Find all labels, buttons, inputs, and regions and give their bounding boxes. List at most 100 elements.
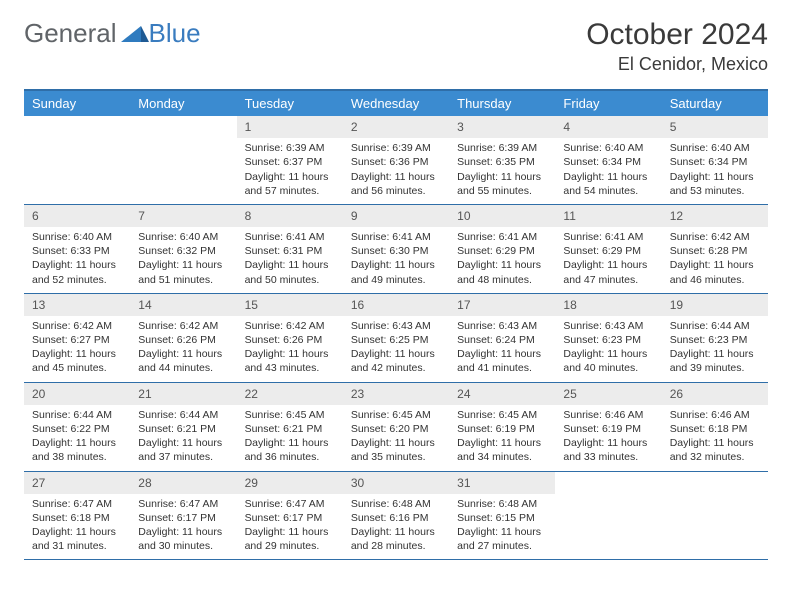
- daylight-line: Daylight: 11 hours and 56 minutes.: [351, 170, 441, 198]
- day-body: Sunrise: 6:48 AMSunset: 6:16 PMDaylight:…: [343, 494, 449, 560]
- day-number: 31: [449, 472, 555, 494]
- calendar-cell: 15Sunrise: 6:42 AMSunset: 6:26 PMDayligh…: [237, 294, 343, 382]
- calendar-cell: 24 Sunrise: 6:45 AMSunset: 6:19 PMDayligh…: [449, 383, 555, 471]
- day-body: Sunrise: 6:39 AMSunset: 6:35 PMDaylight:…: [449, 138, 555, 204]
- daylight-line: Daylight: 11 hours and 31 minutes.: [32, 525, 122, 553]
- sunset-line: Sunset: 6:19 PM: [457, 422, 547, 436]
- calendar-cell: 29Sunrise: 6:47 AMSunset: 6:17 PMDayligh…: [237, 472, 343, 560]
- sunrise-line: Sunrise: 6:48 AM: [351, 497, 441, 511]
- calendar-cell: 27Sunrise: 6:47 AMSunset: 6:18 PMDayligh…: [24, 472, 130, 560]
- sunset-line: Sunset: 6:20 PM: [351, 422, 441, 436]
- calendar-cell: 4 Sunrise: 6:40 AMSunset: 6:34 PMDaylight…: [555, 116, 661, 204]
- daylight-line: Daylight: 11 hours and 34 minutes.: [457, 436, 547, 464]
- daylight-line: Daylight: 11 hours and 37 minutes.: [138, 436, 228, 464]
- day-number: 16: [343, 294, 449, 316]
- sunrise-line: Sunrise: 6:39 AM: [457, 141, 547, 155]
- day-number: 13: [24, 294, 130, 316]
- day-number: 28: [130, 472, 236, 494]
- day-number-blank: [24, 116, 130, 138]
- sunrise-line: Sunrise: 6:41 AM: [351, 230, 441, 244]
- daylight-line: Daylight: 11 hours and 38 minutes.: [32, 436, 122, 464]
- sunrise-line: Sunrise: 6:42 AM: [138, 319, 228, 333]
- sunset-line: Sunset: 6:18 PM: [670, 422, 760, 436]
- daylight-line: Daylight: 11 hours and 33 minutes.: [563, 436, 653, 464]
- sunset-line: Sunset: 6:30 PM: [351, 244, 441, 258]
- day-body: Sunrise: 6:42 AMSunset: 6:27 PMDaylight:…: [24, 316, 130, 382]
- day-number: 22: [237, 383, 343, 405]
- sunrise-line: Sunrise: 6:47 AM: [138, 497, 228, 511]
- calendar-week: 6Sunrise: 6:40 AMSunset: 6:33 PMDaylight…: [24, 205, 768, 294]
- calendar-cell: [130, 116, 236, 204]
- calendar-cell: 13Sunrise: 6:42 AMSunset: 6:27 PMDayligh…: [24, 294, 130, 382]
- sunset-line: Sunset: 6:23 PM: [563, 333, 653, 347]
- day-body: Sunrise: 6:42 AMSunset: 6:26 PMDaylight:…: [130, 316, 236, 382]
- day-number: 4: [555, 116, 661, 138]
- dow-label: Monday: [130, 91, 236, 116]
- calendar: SundayMondayTuesdayWednesdayThursdayFrid…: [24, 89, 768, 560]
- sunset-line: Sunset: 6:21 PM: [138, 422, 228, 436]
- day-body: Sunrise: 6:40 AMSunset: 6:32 PMDaylight:…: [130, 227, 236, 293]
- sunrise-line: Sunrise: 6:41 AM: [563, 230, 653, 244]
- calendar-cell: 25Sunrise: 6:46 AMSunset: 6:19 PMDayligh…: [555, 383, 661, 471]
- sunrise-line: Sunrise: 6:47 AM: [245, 497, 335, 511]
- sunrise-line: Sunrise: 6:45 AM: [245, 408, 335, 422]
- daylight-line: Daylight: 11 hours and 53 minutes.: [670, 170, 760, 198]
- sunset-line: Sunset: 6:29 PM: [457, 244, 547, 258]
- day-body: Sunrise: 6:47 AMSunset: 6:18 PMDaylight:…: [24, 494, 130, 560]
- calendar-week: 13Sunrise: 6:42 AMSunset: 6:27 PMDayligh…: [24, 294, 768, 383]
- daylight-line: Daylight: 11 hours and 55 minutes.: [457, 170, 547, 198]
- sunrise-line: Sunrise: 6:48 AM: [457, 497, 547, 511]
- calendar-cell: 11Sunrise: 6:41 AMSunset: 6:29 PMDayligh…: [555, 205, 661, 293]
- day-body: Sunrise: 6:47 AMSunset: 6:17 PMDaylight:…: [237, 494, 343, 560]
- calendar-cell: 12Sunrise: 6:42 AMSunset: 6:28 PMDayligh…: [662, 205, 768, 293]
- day-body: Sunrise: 6:48 AMSunset: 6:15 PMDaylight:…: [449, 494, 555, 560]
- sunset-line: Sunset: 6:24 PM: [457, 333, 547, 347]
- day-number: 21: [130, 383, 236, 405]
- day-body: Sunrise: 6:44 AMSunset: 6:23 PMDaylight:…: [662, 316, 768, 382]
- title-block: October 2024 El Cenidor, Mexico: [586, 18, 768, 75]
- daylight-line: Daylight: 11 hours and 57 minutes.: [245, 170, 335, 198]
- day-body-blank: [555, 494, 661, 550]
- daylight-line: Daylight: 11 hours and 50 minutes.: [245, 258, 335, 286]
- sunrise-line: Sunrise: 6:40 AM: [563, 141, 653, 155]
- calendar-cell: 8Sunrise: 6:41 AMSunset: 6:31 PMDaylight…: [237, 205, 343, 293]
- day-number-blank: [130, 116, 236, 138]
- sunset-line: Sunset: 6:34 PM: [563, 155, 653, 169]
- calendar-cell: [662, 472, 768, 560]
- day-body: Sunrise: 6:42 AMSunset: 6:26 PMDaylight:…: [237, 316, 343, 382]
- calendar-cell: 7Sunrise: 6:40 AMSunset: 6:32 PMDaylight…: [130, 205, 236, 293]
- calendar-cell: 18Sunrise: 6:43 AMSunset: 6:23 PMDayligh…: [555, 294, 661, 382]
- day-number: 11: [555, 205, 661, 227]
- daylight-line: Daylight: 11 hours and 44 minutes.: [138, 347, 228, 375]
- day-body: Sunrise: 6:45 AMSunset: 6:21 PMDaylight:…: [237, 405, 343, 471]
- day-of-week-header: SundayMondayTuesdayWednesdayThursdayFrid…: [24, 91, 768, 116]
- location-subtitle: El Cenidor, Mexico: [586, 54, 768, 75]
- sunset-line: Sunset: 6:28 PM: [670, 244, 760, 258]
- sunrise-line: Sunrise: 6:41 AM: [245, 230, 335, 244]
- calendar-cell: [24, 116, 130, 204]
- sunset-line: Sunset: 6:19 PM: [563, 422, 653, 436]
- sunrise-line: Sunrise: 6:43 AM: [351, 319, 441, 333]
- brand-word2: Blue: [149, 18, 201, 49]
- calendar-cell: 31Sunrise: 6:48 AMSunset: 6:15 PMDayligh…: [449, 472, 555, 560]
- sunset-line: Sunset: 6:36 PM: [351, 155, 441, 169]
- day-number: 24: [449, 383, 555, 405]
- brand-word1: General: [24, 18, 117, 49]
- sunrise-line: Sunrise: 6:40 AM: [32, 230, 122, 244]
- calendar-cell: 14Sunrise: 6:42 AMSunset: 6:26 PMDayligh…: [130, 294, 236, 382]
- calendar-cell: 10Sunrise: 6:41 AMSunset: 6:29 PMDayligh…: [449, 205, 555, 293]
- day-body: Sunrise: 6:40 AMSunset: 6:34 PMDaylight:…: [662, 138, 768, 204]
- day-number: 26: [662, 383, 768, 405]
- daylight-line: Daylight: 11 hours and 40 minutes.: [563, 347, 653, 375]
- sunset-line: Sunset: 6:23 PM: [670, 333, 760, 347]
- calendar-cell: 2Sunrise: 6:39 AMSunset: 6:36 PMDaylight…: [343, 116, 449, 204]
- sunrise-line: Sunrise: 6:45 AM: [457, 408, 547, 422]
- sunset-line: Sunset: 6:17 PM: [138, 511, 228, 525]
- calendar-cell: 16Sunrise: 6:43 AMSunset: 6:25 PMDayligh…: [343, 294, 449, 382]
- day-body: Sunrise: 6:44 AMSunset: 6:22 PMDaylight:…: [24, 405, 130, 471]
- daylight-line: Daylight: 11 hours and 54 minutes.: [563, 170, 653, 198]
- sunset-line: Sunset: 6:26 PM: [138, 333, 228, 347]
- day-body: Sunrise: 6:43 AMSunset: 6:24 PMDaylight:…: [449, 316, 555, 382]
- sunrise-line: Sunrise: 6:44 AM: [32, 408, 122, 422]
- calendar-cell: 30Sunrise: 6:48 AMSunset: 6:16 PMDayligh…: [343, 472, 449, 560]
